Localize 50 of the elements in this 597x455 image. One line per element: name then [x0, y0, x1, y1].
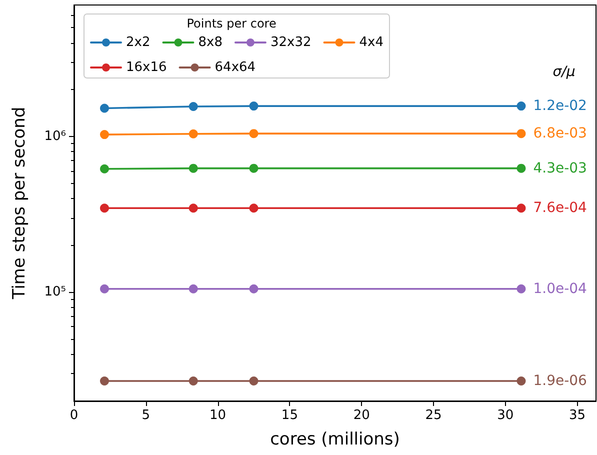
- point: [249, 129, 258, 138]
- x-tick-label: 10: [210, 408, 226, 423]
- point: [249, 376, 258, 386]
- x-tick-label: 25: [425, 408, 442, 423]
- point: [100, 130, 109, 140]
- point: [100, 104, 109, 113]
- point: [249, 102, 258, 111]
- y-axis-title: Time steps per second: [10, 106, 30, 300]
- point: [516, 204, 526, 213]
- point: [249, 164, 258, 173]
- point: [188, 284, 198, 294]
- x-tick-label: 5: [142, 408, 150, 423]
- point: [188, 164, 198, 173]
- point: [100, 204, 109, 213]
- legend-label: 8x8: [198, 35, 222, 50]
- point: [100, 376, 109, 386]
- point: [516, 102, 526, 111]
- point: [516, 164, 526, 173]
- point: [188, 376, 198, 386]
- legend-label: 2x2: [126, 35, 150, 50]
- legend-label: 16x16: [126, 60, 167, 75]
- annotation: σ/μ: [552, 64, 576, 80]
- point: [188, 204, 198, 213]
- point: [100, 284, 109, 294]
- x-tick-label: 15: [281, 408, 298, 423]
- y-tick-label: 10⁵: [44, 284, 66, 300]
- annotation: 1.2e-02: [533, 98, 587, 114]
- x-tick-label: 20: [353, 408, 370, 423]
- legend-label: 4x4: [359, 35, 384, 50]
- x-axis-title: cores (millions): [270, 430, 400, 450]
- point: [516, 376, 526, 386]
- point: [516, 129, 526, 138]
- annotation: 6.8e-03: [533, 126, 587, 142]
- point: [516, 284, 526, 294]
- point: [249, 284, 258, 294]
- x-tick-label: 30: [497, 408, 514, 423]
- y-tick-label: 10⁶: [44, 129, 66, 144]
- legend-label: 32x32: [270, 35, 312, 50]
- point: [188, 129, 198, 138]
- annotation: 7.6e-04: [533, 200, 588, 216]
- x-tick-label: 35: [569, 408, 586, 423]
- point: [188, 102, 198, 111]
- annotation: 1.9e-06: [533, 372, 588, 389]
- annotation: 1.0e-04: [533, 280, 588, 297]
- legend-label: 64x64: [214, 60, 256, 75]
- annotation: 4.3e-03: [533, 160, 587, 176]
- point: [249, 204, 258, 213]
- point: [100, 164, 109, 174]
- x-tick-label: 0: [70, 408, 78, 423]
- legend-title: Points per core: [186, 16, 276, 30]
